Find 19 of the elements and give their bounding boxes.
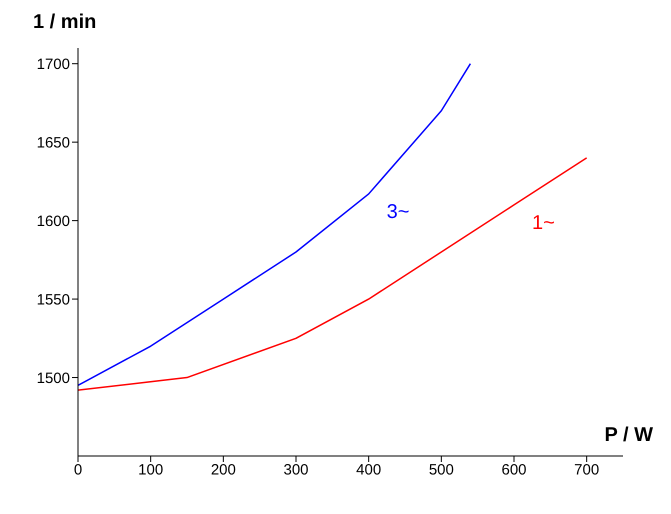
series-label: 3~ bbox=[386, 200, 410, 223]
y-axis-title: 1 / min bbox=[33, 11, 96, 33]
y-tick-label: 1500 bbox=[36, 370, 70, 387]
x-tick-label: 700 bbox=[574, 462, 600, 479]
x-tick-label: 0 bbox=[74, 462, 82, 479]
y-tick-label: 1600 bbox=[36, 212, 70, 230]
x-tick-label: 500 bbox=[428, 462, 454, 479]
y-tick-label: 1650 bbox=[36, 134, 70, 152]
x-tick-label: 600 bbox=[501, 462, 527, 479]
line-series bbox=[78, 157, 588, 391]
x-tick-label: 100 bbox=[138, 462, 164, 479]
x-tick-label: 200 bbox=[210, 462, 236, 479]
series-label: 1~ bbox=[532, 212, 555, 234]
x-tick-label: 300 bbox=[283, 462, 309, 479]
y-tick-label: 1700 bbox=[36, 56, 70, 74]
line-series bbox=[78, 62, 472, 386]
x-tick-label: 400 bbox=[356, 462, 382, 479]
y-tick-label: 1550 bbox=[36, 291, 70, 308]
x-axis-title: P / W bbox=[604, 424, 654, 446]
